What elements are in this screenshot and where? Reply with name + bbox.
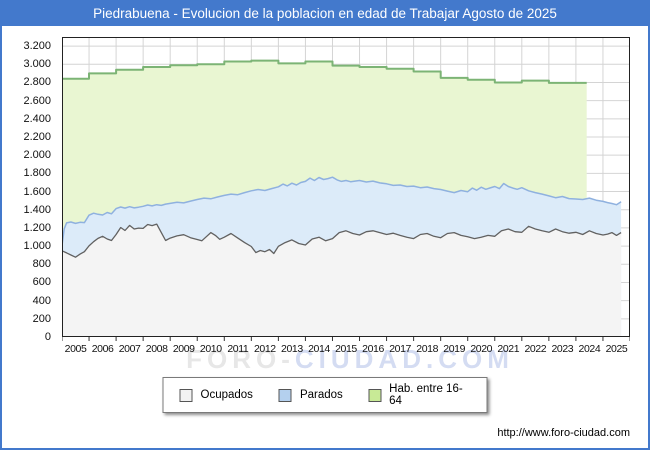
legend-item: Ocupados bbox=[179, 388, 253, 402]
y-tick-label: 3.000 bbox=[23, 58, 51, 71]
legend-item: Parados bbox=[278, 388, 343, 402]
chart-title: Piedrabuena - Evolucion de la poblacion … bbox=[93, 5, 557, 21]
x-tick-label: 2009 bbox=[172, 343, 195, 355]
x-tick-label: 2015 bbox=[335, 343, 357, 355]
y-tick-label: 1.800 bbox=[23, 167, 51, 180]
x-tick-label: 2010 bbox=[199, 343, 222, 355]
x-tick-label: 2018 bbox=[416, 343, 439, 355]
x-tick-label: 2013 bbox=[281, 343, 303, 355]
x-tick-label: 2020 bbox=[470, 343, 493, 355]
x-tick-label: 2025 bbox=[605, 343, 628, 355]
x-tick-label: 2005 bbox=[64, 343, 87, 355]
foro-ciudad-link[interactable]: http://www.foro-ciudad.com bbox=[497, 427, 630, 439]
y-axis-labels: 0 200 400 600 800 1.000 1.200 1.400 1.600 1.800 2.… bbox=[0, 0, 57, 360]
foro-ciudad-watermark: FORO-CIUDAD.COM bbox=[186, 344, 514, 375]
legend-label: Parados bbox=[299, 389, 343, 401]
legend-label: Hab. entre 16-64 bbox=[389, 383, 463, 407]
y-tick-label: 800 bbox=[32, 258, 51, 271]
x-tick-label: 2022 bbox=[524, 343, 547, 355]
x-tick-label: 2019 bbox=[443, 343, 466, 355]
y-tick-label: 200 bbox=[32, 312, 51, 325]
y-tick-label: 1.200 bbox=[23, 221, 51, 234]
x-tick-label: 2007 bbox=[118, 343, 141, 355]
x-axis-labels: 2005 2006 2007 2008 2009 2010 2011 2012 2013 2014… bbox=[62, 343, 630, 355]
x-tick-label: 2016 bbox=[362, 343, 384, 355]
area-chart bbox=[61, 37, 631, 341]
x-tick-label: 2023 bbox=[551, 343, 574, 355]
chart-legend: Ocupados Parados Hab. entre 16-64 bbox=[162, 377, 488, 413]
x-tick-label: 2006 bbox=[91, 343, 114, 355]
y-tick-label: 2.400 bbox=[23, 112, 51, 125]
y-tick-label: 2.000 bbox=[23, 149, 51, 162]
x-tick-label: 2012 bbox=[253, 343, 276, 355]
y-tick-label: 3.200 bbox=[23, 40, 51, 53]
x-tick-label: 2011 bbox=[227, 343, 249, 355]
legend-swatch-icon bbox=[179, 388, 193, 402]
y-tick-label: 2.200 bbox=[23, 131, 51, 143]
y-tick-label: 2.600 bbox=[23, 94, 51, 107]
y-tick-label: 1.000 bbox=[23, 240, 51, 253]
watermark-part2: CIUDAD.COM bbox=[294, 344, 514, 374]
legend-swatch-icon bbox=[278, 388, 292, 402]
legend-swatch-icon bbox=[368, 388, 382, 402]
y-tick-label: 1.600 bbox=[23, 185, 51, 198]
x-tick-label: 2021 bbox=[497, 343, 520, 355]
y-tick-label: 2.800 bbox=[23, 76, 51, 89]
x-tick-label: 2017 bbox=[389, 343, 411, 355]
y-tick-label: 400 bbox=[32, 294, 51, 307]
y-tick-label: 600 bbox=[32, 276, 51, 289]
watermark-part1: FORO- bbox=[186, 344, 295, 374]
x-tick-label: 2014 bbox=[308, 343, 330, 355]
legend-label: Ocupados bbox=[200, 389, 253, 401]
y-tick-label: 0 bbox=[44, 331, 51, 343]
x-tick-label: 2008 bbox=[145, 343, 168, 355]
title-bar: Piedrabuena - Evolucion de la poblacion … bbox=[0, 0, 650, 26]
x-tick-label: 2024 bbox=[578, 343, 601, 355]
chart-plot-area bbox=[61, 37, 631, 343]
legend-item: Hab. entre 16-64 bbox=[368, 383, 471, 407]
y-tick-label: 1.400 bbox=[23, 203, 51, 216]
